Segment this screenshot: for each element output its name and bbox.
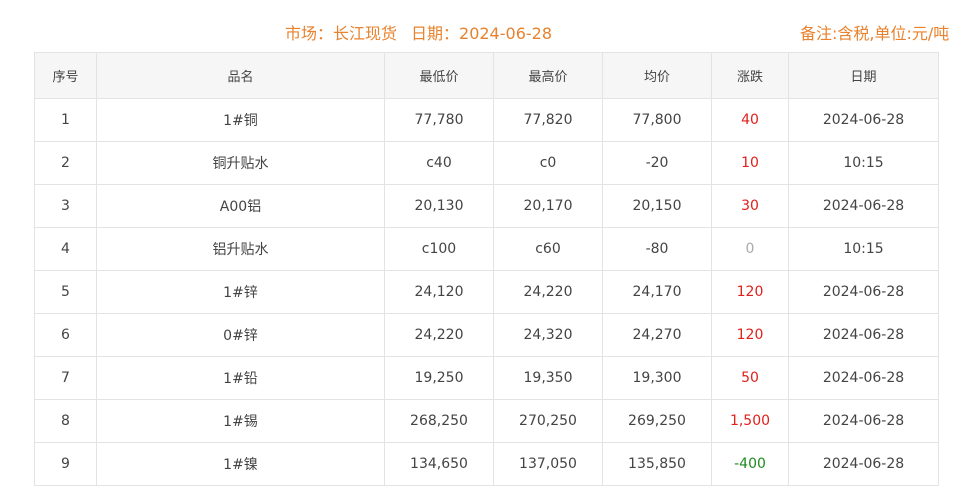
- column-header: 品名: [96, 52, 385, 99]
- price-table: 序号 品名 最低价 最高价 均价 涨跌 日期 1 1#铜 77,780 77,820 77,800 4…: [34, 52, 939, 486]
- cell-date: 2024-06-28: [788, 270, 939, 314]
- cell-high: 20,170: [493, 184, 603, 228]
- column-header: 最低价: [384, 52, 494, 99]
- cell-date: 2024-06-28: [788, 313, 939, 357]
- cell-no: 7: [34, 356, 97, 400]
- cell-low: 20,130: [384, 184, 494, 228]
- cell-no: 2: [34, 141, 97, 185]
- cell-change: 120: [711, 270, 789, 314]
- cell-avg: 269,250: [602, 399, 712, 443]
- cell-change: 120: [711, 313, 789, 357]
- cell-date: 2024-06-28: [788, 399, 939, 443]
- cell-high: 24,320: [493, 313, 603, 357]
- table-row: 2 铜升贴水 c40 c0 -20 10 10:15: [34, 141, 939, 185]
- cell-date: 10:15: [788, 227, 939, 271]
- cell-no: 8: [34, 399, 97, 443]
- cell-date: 2024-06-28: [788, 184, 939, 228]
- cell-high: 137,050: [493, 442, 603, 486]
- cell-change: 10: [711, 141, 789, 185]
- cell-avg: 20,150: [602, 184, 712, 228]
- cell-no: 4: [34, 227, 97, 271]
- market-label: 市场：长江现货: [285, 24, 398, 43]
- cell-low: 24,220: [384, 313, 494, 357]
- cell-no: 6: [34, 313, 97, 357]
- cell-name: 1#铅: [96, 356, 385, 400]
- table-row: 1 1#铜 77,780 77,820 77,800 40 2024-06-28: [34, 98, 939, 142]
- cell-avg: 24,170: [602, 270, 712, 314]
- cell-no: 3: [34, 184, 97, 228]
- cell-high: 77,820: [493, 98, 603, 142]
- cell-no: 1: [34, 98, 97, 142]
- table-row: 3 A00铝 20,130 20,170 20,150 30 2024-06-28: [34, 184, 939, 228]
- column-header: 日期: [788, 52, 939, 99]
- table-header: 序号 品名 最低价 最高价 均价 涨跌 日期: [34, 52, 939, 99]
- cell-date: 2024-06-28: [788, 356, 939, 400]
- table-row: 8 1#锡 268,250 270,250 269,250 1,500 2024-06-28: [34, 399, 939, 443]
- cell-change: 0: [711, 227, 789, 271]
- cell-low: 24,120: [384, 270, 494, 314]
- table-row: 4 铝升贴水 c100 c60 -80 0 10:15: [34, 227, 939, 271]
- cell-high: 24,220: [493, 270, 603, 314]
- date-label: 日期：2024-06-28: [411, 24, 553, 43]
- cell-name: 1#镍: [96, 442, 385, 486]
- cell-name: 1#锌: [96, 270, 385, 314]
- cell-name: A00铝: [96, 184, 385, 228]
- cell-low: c40: [384, 141, 494, 185]
- cell-change: 1,500: [711, 399, 789, 443]
- cell-high: c0: [493, 141, 603, 185]
- table-row: 9 1#镍 134,650 137,050 135,850 -400 2024-06-28: [34, 442, 939, 486]
- column-header: 均价: [602, 52, 712, 99]
- cell-change: 50: [711, 356, 789, 400]
- cell-date: 10:15: [788, 141, 939, 185]
- cell-high: c60: [493, 227, 603, 271]
- cell-high: 270,250: [493, 399, 603, 443]
- cell-avg: 135,850: [602, 442, 712, 486]
- cell-avg: -20: [602, 141, 712, 185]
- remark: 备注:含税,单位:元/吨: [800, 24, 950, 43]
- column-header: 最高价: [493, 52, 603, 99]
- market-title: 市场：长江现货 日期：2024-06-28: [285, 20, 566, 44]
- cell-avg: -80: [602, 227, 712, 271]
- cell-name: 0#锌: [96, 313, 385, 357]
- cell-low: 134,650: [384, 442, 494, 486]
- cell-change: 40: [711, 98, 789, 142]
- cell-low: 268,250: [384, 399, 494, 443]
- cell-no: 5: [34, 270, 97, 314]
- column-header: 涨跌: [711, 52, 789, 99]
- table-row: 5 1#锌 24,120 24,220 24,170 120 2024-06-28: [34, 270, 939, 314]
- cell-name: 1#锡: [96, 399, 385, 443]
- cell-high: 19,350: [493, 356, 603, 400]
- cell-low: c100: [384, 227, 494, 271]
- cell-low: 19,250: [384, 356, 494, 400]
- column-header: 序号: [34, 52, 97, 99]
- cell-avg: 19,300: [602, 356, 712, 400]
- cell-change: -400: [711, 442, 789, 486]
- cell-date: 2024-06-28: [788, 442, 939, 486]
- cell-name: 铝升贴水: [96, 227, 385, 271]
- cell-date: 2024-06-28: [788, 98, 939, 142]
- table-row: 6 0#锌 24,220 24,320 24,270 120 2024-06-28: [34, 313, 939, 357]
- cell-no: 9: [34, 442, 97, 486]
- table-row: 7 1#铅 19,250 19,350 19,300 50 2024-06-28: [34, 356, 939, 400]
- cell-name: 1#铜: [96, 98, 385, 142]
- cell-avg: 24,270: [602, 313, 712, 357]
- cell-change: 30: [711, 184, 789, 228]
- cell-avg: 77,800: [602, 98, 712, 142]
- cell-low: 77,780: [384, 98, 494, 142]
- cell-name: 铜升贴水: [96, 141, 385, 185]
